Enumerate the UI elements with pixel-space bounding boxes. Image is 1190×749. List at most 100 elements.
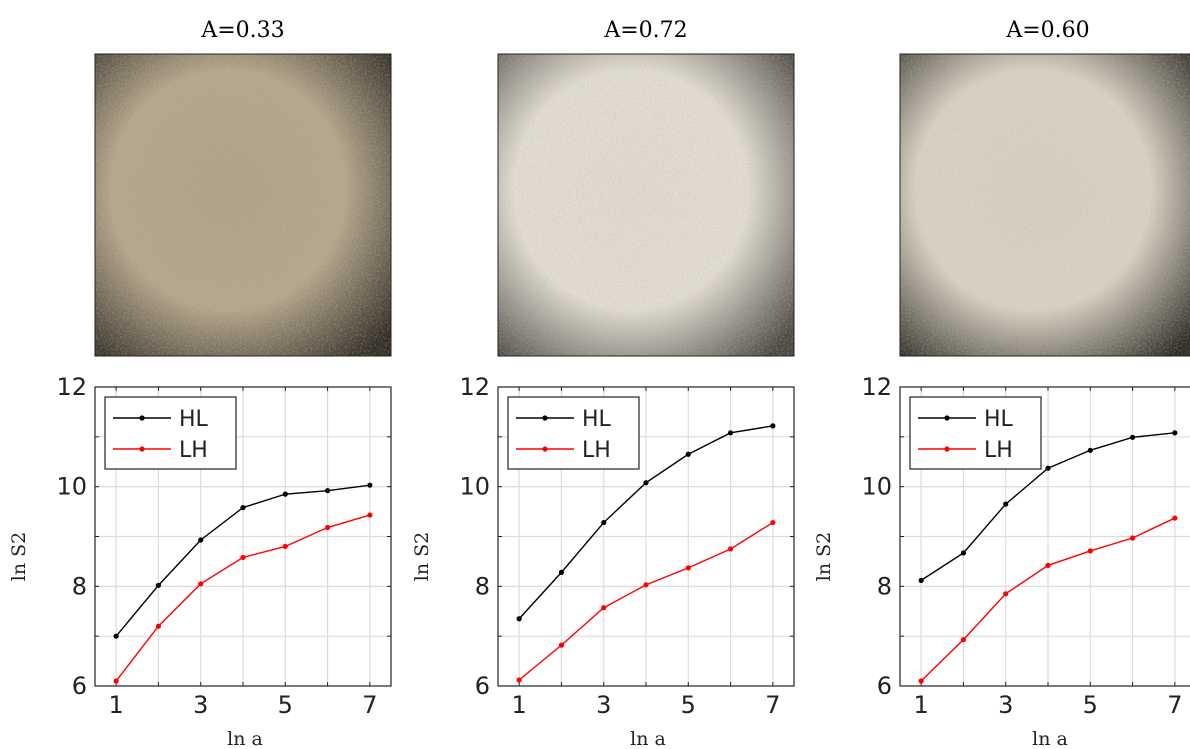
data-point-lh (282, 543, 288, 550)
y-tick-label: 12 (861, 373, 892, 401)
y-tick-label: 8 (72, 572, 87, 600)
legend-marker (139, 446, 145, 452)
legend: HL LH (104, 396, 237, 470)
data-point-hl (282, 491, 288, 497)
chart: 1 3 5 7 6 8 10 12 ln a ln S2 HL LH (411, 373, 795, 749)
data-point-hl (1087, 447, 1093, 453)
data-point-hl (198, 537, 204, 543)
data-point-hl (643, 480, 649, 486)
x-tick-label: 7 (1167, 691, 1182, 719)
data-point-lh (240, 554, 246, 561)
legend-label: HL (984, 407, 1014, 432)
data-point-lh (113, 678, 119, 684)
y-tick-label: 8 (475, 572, 490, 600)
data-point-lh (1129, 535, 1136, 541)
data-point-lh (367, 512, 373, 518)
panel-title: A=0.60 (1005, 18, 1089, 43)
data-point-hl (1172, 430, 1178, 436)
image-frame (899, 53, 1190, 357)
x-axis-label: ln a (630, 728, 666, 749)
panel-title: A=0.33 (200, 18, 284, 43)
legend: HL LH (909, 396, 1042, 470)
y-tick-label: 6 (475, 672, 490, 700)
data-point-hl (367, 482, 373, 488)
y-tick-label: 12 (459, 373, 490, 401)
legend-box (104, 396, 237, 470)
data-point-lh (770, 519, 776, 526)
legend-label: LH (179, 438, 208, 463)
panel-2: A=0.72 1 3 5 7 6 8 10 12 ln a ln S2 HL LH (411, 18, 795, 749)
data-point-lh (643, 582, 649, 588)
data-point-hl (1045, 465, 1051, 471)
x-tick-label: 7 (362, 691, 377, 719)
legend-label: HL (582, 407, 612, 432)
legend-marker (542, 446, 548, 452)
y-axis-label: ln S2 (411, 532, 433, 581)
data-point-lh (1003, 591, 1009, 597)
data-point-lh (601, 605, 607, 611)
image-frame (94, 53, 392, 357)
legend-label: LH (984, 438, 1013, 463)
legend: HL LH (507, 396, 640, 470)
y-tick-label: 6 (877, 672, 892, 700)
x-tick-label: 3 (193, 691, 208, 719)
chart: 1 3 5 7 6 8 10 12 ln a ln S2 HL LH (8, 373, 392, 749)
x-tick-label: 5 (278, 691, 293, 719)
x-tick-label: 3 (596, 691, 611, 719)
legend-marker (139, 415, 145, 421)
chart: 1 3 5 7 6 8 10 12 ln a ln S2 HL LH (813, 373, 1190, 749)
data-point-lh (558, 642, 565, 648)
y-tick-label: 10 (459, 473, 490, 501)
data-point-lh (1087, 548, 1093, 554)
data-point-hl (727, 430, 734, 436)
y-axis-label: ln S2 (8, 532, 30, 581)
surface-texture (95, 54, 391, 356)
data-point-lh (198, 581, 204, 587)
data-point-lh (727, 546, 734, 552)
data-point-hl (770, 423, 776, 429)
data-point-hl (601, 519, 607, 526)
data-point-lh (324, 524, 331, 531)
y-axis-label: ln S2 (813, 532, 835, 581)
data-point-lh (685, 565, 691, 571)
legend-label: LH (582, 438, 611, 463)
x-tick-label: 7 (765, 691, 780, 719)
data-point-hl (113, 633, 119, 639)
x-tick-label: 5 (1083, 691, 1098, 719)
data-point-hl (516, 616, 522, 622)
legend-box (507, 396, 640, 470)
data-point-hl (685, 451, 691, 457)
x-axis-label: ln a (1032, 728, 1068, 749)
panel-1: A=0.33 1 3 5 7 6 8 10 12 ln a ln S2 HL LH (8, 18, 392, 749)
x-axis-label: ln a (227, 728, 263, 749)
y-tick-label: 8 (877, 572, 892, 600)
surface-texture (900, 54, 1190, 356)
data-point-hl (960, 550, 967, 556)
legend-box (909, 396, 1042, 470)
legend-marker (542, 415, 548, 421)
panel-3: A=0.60 1 3 5 7 6 8 10 12 ln a ln S2 HL LH (813, 18, 1190, 749)
data-point-lh (1172, 515, 1178, 521)
data-point-lh (918, 678, 924, 684)
y-tick-label: 10 (861, 473, 892, 501)
legend-label: HL (179, 407, 209, 432)
x-tick-label: 1 (109, 691, 124, 719)
x-tick-label: 1 (914, 691, 929, 719)
y-tick-label: 10 (56, 473, 87, 501)
data-point-hl (558, 569, 565, 575)
legend-marker (944, 446, 950, 452)
data-point-hl (1129, 434, 1136, 440)
data-point-hl (918, 577, 924, 583)
x-tick-label: 5 (681, 691, 696, 719)
data-point-lh (155, 623, 162, 629)
panel-title: A=0.72 (603, 18, 687, 43)
x-tick-label: 3 (998, 691, 1013, 719)
y-tick-label: 12 (56, 373, 87, 401)
data-point-lh (516, 677, 522, 683)
image-frame (497, 53, 795, 357)
x-tick-label: 1 (512, 691, 527, 719)
data-point-hl (324, 488, 331, 494)
data-point-lh (1045, 562, 1051, 569)
data-point-hl (240, 504, 246, 511)
